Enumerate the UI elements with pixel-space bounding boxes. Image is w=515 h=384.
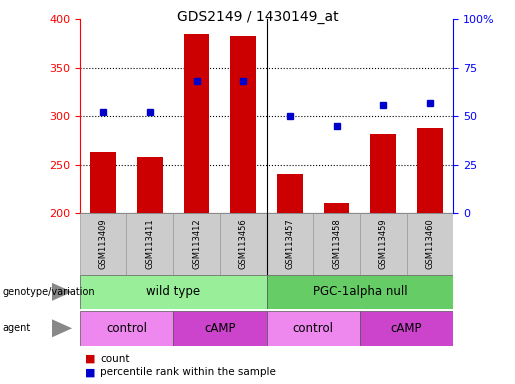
Text: PGC-1alpha null: PGC-1alpha null	[313, 285, 407, 298]
Polygon shape	[52, 283, 72, 301]
Text: GSM113409: GSM113409	[99, 218, 108, 269]
Bar	[417, 128, 443, 213]
Polygon shape	[52, 319, 72, 338]
Text: control: control	[106, 322, 147, 335]
Text: GSM113459: GSM113459	[379, 218, 388, 269]
Bar	[267, 275, 453, 309]
Bar	[127, 213, 173, 275]
Text: agent: agent	[3, 323, 31, 333]
Text: cAMP: cAMP	[204, 322, 235, 335]
Bar	[406, 213, 453, 275]
Text: count: count	[100, 354, 130, 364]
Bar	[80, 213, 127, 275]
Bar	[360, 311, 453, 346]
Bar	[230, 36, 256, 213]
Text: GSM113412: GSM113412	[192, 218, 201, 269]
Bar	[137, 157, 163, 213]
Bar	[220, 213, 267, 275]
Text: GSM113457: GSM113457	[285, 218, 295, 269]
Bar	[324, 204, 349, 213]
Text: GSM113456: GSM113456	[238, 218, 248, 269]
Text: wild type: wild type	[146, 285, 200, 298]
Text: genotype/variation: genotype/variation	[3, 287, 95, 297]
Bar	[90, 152, 116, 213]
Bar	[267, 311, 360, 346]
Bar	[277, 174, 303, 213]
Bar	[173, 311, 267, 346]
Bar	[313, 213, 360, 275]
Text: GSM113458: GSM113458	[332, 218, 341, 269]
Bar	[80, 311, 173, 346]
Bar	[360, 213, 406, 275]
Text: ■: ■	[85, 367, 95, 377]
Text: ■: ■	[85, 354, 95, 364]
Bar	[370, 134, 396, 213]
Bar	[80, 275, 267, 309]
Text: cAMP: cAMP	[391, 322, 422, 335]
Text: percentile rank within the sample: percentile rank within the sample	[100, 367, 277, 377]
Text: GDS2149 / 1430149_at: GDS2149 / 1430149_at	[177, 10, 338, 23]
Bar	[267, 213, 313, 275]
Text: GSM113411: GSM113411	[145, 218, 154, 269]
Bar	[184, 34, 209, 213]
Bar	[173, 213, 220, 275]
Text: GSM113460: GSM113460	[425, 218, 434, 269]
Text: control: control	[293, 322, 334, 335]
